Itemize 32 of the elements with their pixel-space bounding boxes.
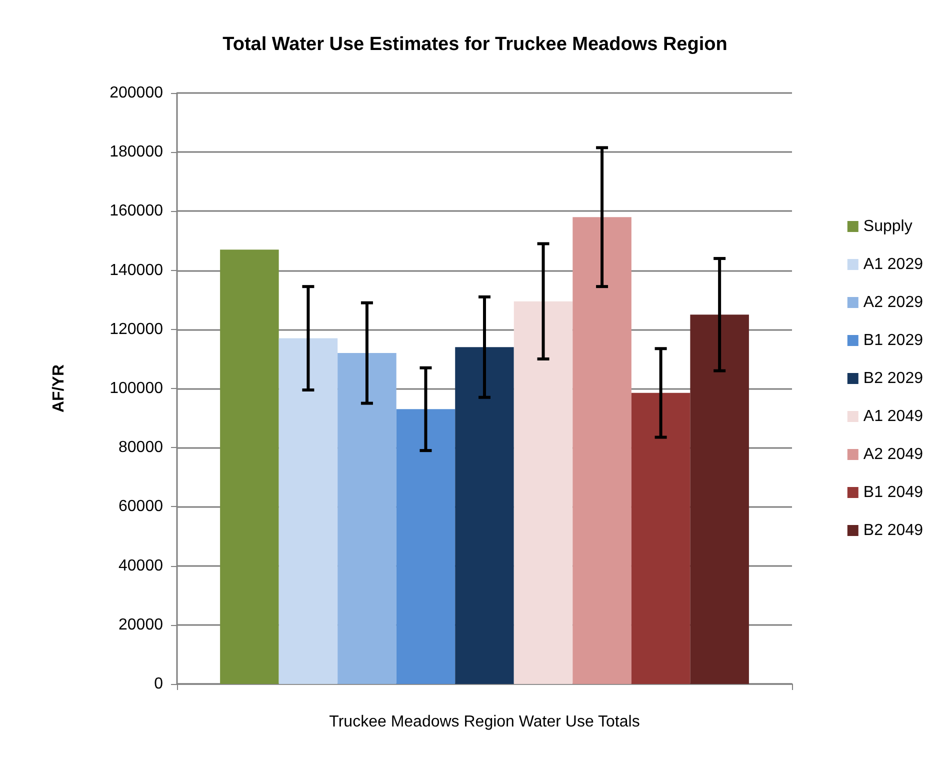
y-tick-label: 100000 [110,380,164,397]
y-tick-label: 60000 [118,498,164,516]
y-tick-label: 0 [154,676,164,692]
legend-label: B1 2029 [863,332,924,349]
y-tick-label: 20000 [118,616,164,634]
y-tick-label: 120000 [110,320,164,338]
legend-label: A2 2049 [863,446,924,463]
y-tick-label: 40000 [118,557,164,574]
bar [278,338,338,684]
bar [455,347,514,684]
legend-label: A2 2029 [863,294,924,311]
bar [572,217,632,684]
y-tick-label: 200000 [110,84,164,102]
bar [220,250,279,684]
bar [396,409,456,684]
legend-label: Supply [863,218,912,235]
legend-label: A1 2049 [863,408,924,425]
bar [631,392,690,684]
y-axis-title: AF/YR [50,364,68,412]
legend-label: B1 2049 [863,484,924,501]
chart-title: Total Water Use Estimates for Truckee Meadows Region [222,34,728,55]
legend-label: B2 2049 [863,522,924,539]
y-tick-label: 160000 [110,202,164,220]
x-axis-title: Truckee Meadows Region Water Use Totals [329,714,640,730]
legend-label: A1 2029 [863,256,924,273]
bar [338,353,396,684]
y-tick-label: 80000 [118,439,164,456]
bar [690,314,749,684]
legend-label: B2 2029 [863,370,924,387]
y-tick-label: 140000 [110,262,164,279]
y-tick-label: 180000 [110,144,164,161]
bar [514,301,573,684]
